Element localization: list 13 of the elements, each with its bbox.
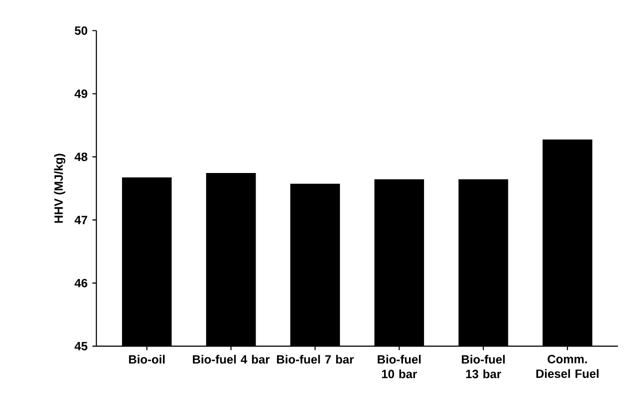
- x-tick-label: Comm. Diesel Fuel: [536, 354, 598, 378]
- x-tick-label: Bio-fuel 13 bar: [462, 354, 505, 378]
- y-tick-label: 47: [74, 216, 88, 224]
- x-tick-label: Bio-fuel 4 bar: [192, 354, 270, 364]
- y-axis-title: HHV (MJ/kg): [54, 154, 66, 223]
- x-tick-label: Bio-fuel 7 bar: [277, 354, 354, 364]
- y-tick-label: 46: [74, 278, 88, 288]
- y-tick-label: 49: [74, 89, 88, 98]
- y-tick-label: 45: [74, 342, 88, 350]
- x-tick-label: Bio-fuel 10 bar: [378, 354, 421, 378]
- x-tick-label: Bio-oil: [129, 354, 165, 364]
- y-tick-label: 48: [74, 152, 88, 162]
- y-tick-label: 50: [74, 26, 88, 35]
